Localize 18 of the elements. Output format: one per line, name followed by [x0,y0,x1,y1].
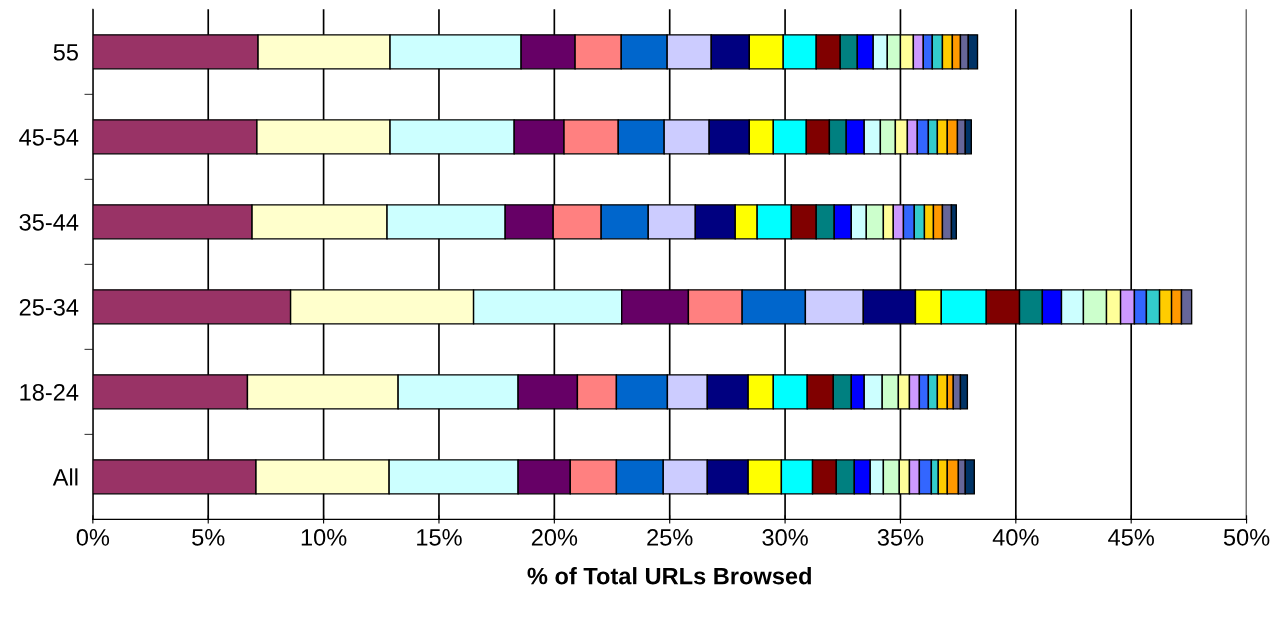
y-tick-label: All [52,468,78,486]
y-tick-label: 35-44 [19,213,79,231]
x-tick-label: 10% [301,529,347,546]
x-tick-label: 30% [762,529,808,546]
x-tick-label: 25% [647,529,693,546]
x-tick-label: 40% [992,529,1039,546]
x-tick-label: 15% [417,529,462,546]
x-tick-label: 20% [531,529,578,546]
x-tick-label: 35% [877,529,924,546]
x-tick-label: 0% [76,529,110,546]
y-tick-label: 55 [53,44,78,61]
x-tick-label: 45% [1108,529,1154,546]
y-tick-label: 25-34 [19,298,79,316]
x-tick-label: 50% [1223,529,1270,546]
y-tick-label: 45-54 [19,129,79,146]
y-tick-label: 18-24 [20,383,79,401]
x-tick-label: 5% [192,529,225,546]
x-axis-title: % of Total URLs Browsed [527,567,811,585]
